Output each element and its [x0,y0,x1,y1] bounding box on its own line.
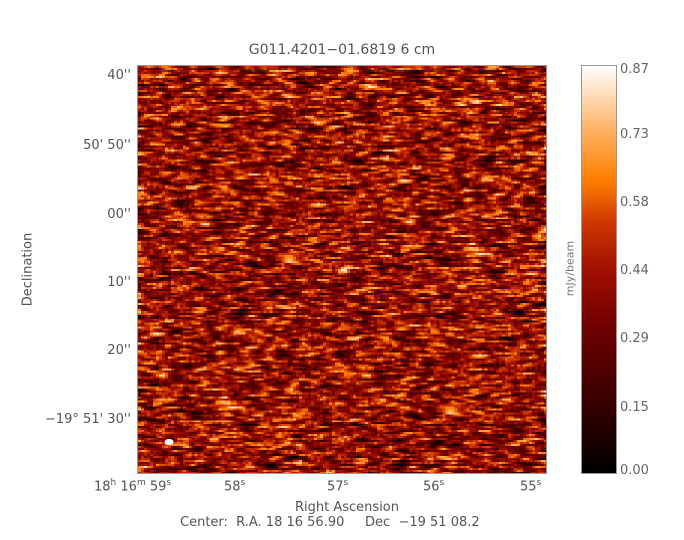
x-tick-label: 57s [327,478,349,495]
x-tick-label: 18h 16m 59s [94,478,172,495]
x-tick-label: 58s [224,478,246,495]
colorbar-tick: 0.87 [620,62,649,77]
colorbar-tick: 0.58 [620,195,649,210]
colorbar [581,65,617,474]
y-tick-label: 20'' [107,343,131,358]
chart-title: G011.4201−01.6819 6 cm [248,42,436,58]
y-tick-label: 00'' [107,207,131,222]
colorbar-tick: 0.00 [620,463,649,478]
colorbar-tick: 0.15 [620,400,649,415]
y-tick-label-last: −19° 51' 30'' [44,412,131,427]
radio-image-heatmap [137,65,547,474]
colorbar-tick: 0.44 [620,263,649,278]
x-tick-label: 55s [520,478,542,495]
colorbar-label: mJy/beam [563,240,577,297]
y-tick-label: 50' 50'' [83,138,131,153]
y-axis-label: Declination [20,232,36,307]
y-tick-label: 10'' [107,275,131,290]
colorbar-tick: 0.29 [620,331,649,346]
center-coordinates: Center: R.A. 18 16 56.90 Dec −19 51 08.2 [180,515,480,530]
colorbar-tick: 0.73 [620,127,649,142]
x-axis-label: Right Ascension [295,500,399,515]
x-tick-label: 56s [423,478,445,495]
y-tick-label: 40'' [107,68,131,83]
